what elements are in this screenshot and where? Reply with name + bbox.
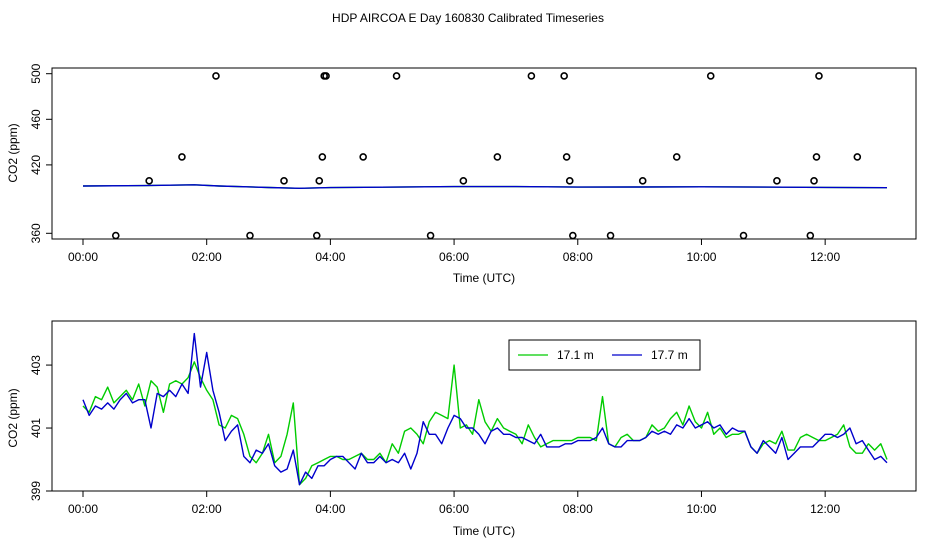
top-calibration-point [569,231,577,240]
bottom-plot-area [82,332,888,486]
bottom-series-line-17-1-m [82,361,888,486]
bottom-x-tick-label: 04:00 [315,502,345,516]
top-y-tick-label: 460 [29,109,43,129]
top-x-tick-label: 00:00 [68,250,98,264]
top-calibration-point [815,72,823,80]
bottom-y-axis-label: CO2 (ppm) [6,388,20,447]
top-calibration-point [739,231,748,240]
top-y-tick-label: 360 [29,223,43,243]
top-plot-frame [51,67,917,240]
top-calibration-point [280,177,288,185]
top-calibration-point [315,177,324,185]
top-x-tick-label: 02:00 [192,250,222,264]
top-x-tick-label: 06:00 [439,250,469,264]
top-y-tick-label: 500 [29,63,43,83]
bottom-series-line-17-7-m [82,332,888,486]
top-calibration-point [565,177,574,185]
bottom-y-tick-label: 403 [29,355,43,375]
top-calibration-point [773,177,781,185]
bottom-x-tick-label: 08:00 [563,502,593,516]
bottom-x-axis-label: Time (UTC) [453,524,515,538]
top-calibration-point [638,177,647,185]
top-calibration-point [560,72,568,80]
top-calibration-point [111,231,120,240]
top-calibration-point [322,72,330,80]
figure-title: HDP AIRCOA E Day 160830 Calibrated Times… [332,11,604,25]
top-calibration-point [392,72,401,80]
bottom-x-tick-label: 02:00 [192,502,222,516]
top-calibration-point [706,72,715,80]
top-calibration-point [212,72,220,80]
top-calibration-point [318,153,327,161]
top-axes: 00:00 02:00 04:00 06:00 08:00 10:00 12:00 360 42… [29,63,840,264]
top-calibration-point [493,153,502,161]
top-x-tick-label: 10:00 [686,250,716,264]
top-calibration-point [246,231,254,240]
bottom-x-tick-label: 12:00 [810,502,840,516]
top-calibration-point [806,231,815,240]
bottom-x-tick-label: 06:00 [439,502,469,516]
top-calibration-point [812,153,821,161]
top-y-axis-label: CO2 (ppm) [6,123,20,182]
top-calibration-point [178,153,186,161]
legend-label-17-1-m: 17.1 m [557,348,594,362]
top-calibration-point [312,231,321,240]
top-x-axis-label: Time (UTC) [453,271,515,285]
top-y-tick-label: 420 [29,155,43,175]
bottom-x-tick-label: 10:00 [686,502,716,516]
top-calibration-point [145,177,153,185]
top-x-tick-label: 12:00 [810,250,840,264]
top-calibration-point [562,153,571,161]
bottom-y-tick-label: 399 [29,481,43,501]
top-panel: 00:00 02:00 04:00 06:00 08:00 10:00 12:00 360 42… [6,63,917,285]
top-x-tick-label: 08:00 [563,250,593,264]
top-calibration-point [810,177,818,185]
bottom-axes: 00:00 02:00 04:00 06:00 08:00 10:00 12:00 399 40… [29,355,840,516]
top-calibration-point [853,153,862,161]
top-calibration-point [672,153,681,161]
bottom-x-tick-label: 00:00 [68,502,98,516]
top-calibration-point [459,177,468,185]
top-calibration-point [359,153,367,161]
top-plot-area [82,72,888,240]
top-calibration-point [606,231,615,240]
legend-label-17-7-m: 17.7 m [651,348,688,362]
top-calibration-point [426,231,435,240]
bottom-y-tick-label: 401 [29,418,43,438]
bottom-plot-frame [51,320,917,492]
top-series-line-series-1 [82,184,888,190]
bottom-panel: 00:00 02:00 04:00 06:00 08:00 10:00 12:00 399 40… [6,320,917,538]
top-x-tick-label: 04:00 [315,250,345,264]
top-calibration-point [527,72,536,80]
legend: 17.1 m 17.7 m [508,339,701,371]
